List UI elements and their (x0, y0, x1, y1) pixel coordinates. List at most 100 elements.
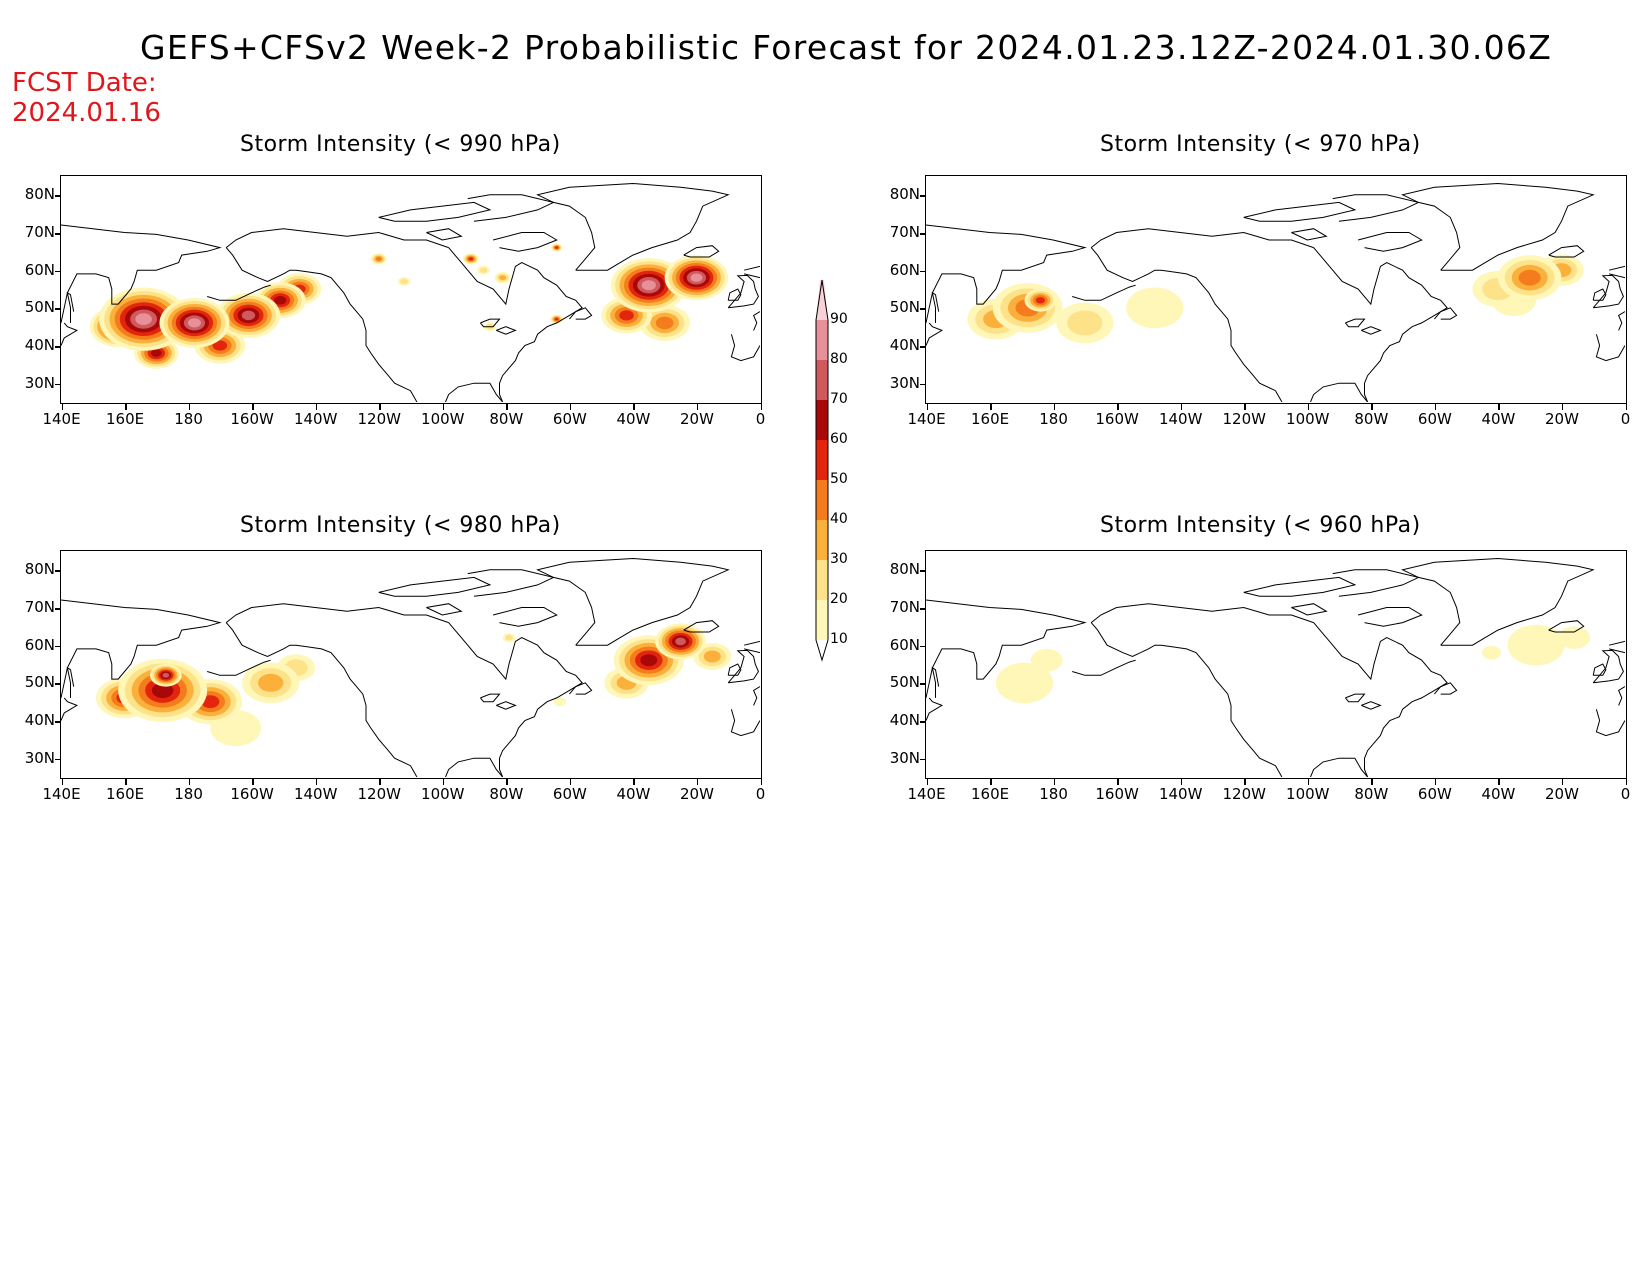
colorbar-label-40: 40 (830, 511, 848, 527)
lon-tick-mark (252, 404, 254, 410)
coastline-5 (1072, 659, 1136, 676)
lon-tick-label: 60W (552, 410, 587, 428)
lon-tick-mark (1244, 779, 1246, 785)
lon-tick-mark (1561, 779, 1564, 785)
lon-tick-label: 140E (907, 410, 946, 428)
lon-tick-label: 180 (1039, 410, 1068, 428)
probability-shade-p980-10-l6 (640, 654, 658, 667)
lat-tick-mark (920, 645, 926, 648)
map-svg-p980 (61, 557, 760, 777)
lon-tick-label: 160E (105, 410, 145, 428)
lon-tick-label: 140E (42, 410, 81, 428)
coastline-0 (61, 224, 222, 324)
coastline-12 (1332, 194, 1421, 222)
lon-tick-mark (1117, 404, 1119, 410)
lat-tick-mark (55, 683, 61, 685)
probability-shade-p980-1-l1 (553, 697, 567, 707)
probability-shade-p970-7-l4 (1518, 269, 1541, 286)
colorbar-outline (815, 279, 829, 662)
colorbar-swatch-4 (816, 480, 828, 520)
lon-tick-mark (1625, 779, 1627, 785)
lon-tick-mark (1244, 404, 1246, 410)
lon-tick-mark (1053, 779, 1056, 785)
lon-tick-mark (188, 404, 191, 410)
coastline-10 (496, 326, 517, 335)
lon-tick-label: 120W (357, 410, 401, 428)
lon-tick-mark (442, 404, 445, 410)
coastline-15 (536, 557, 730, 646)
coastline-2 (66, 291, 75, 323)
lon-tick-mark (990, 779, 992, 785)
colorbar-bottom-wedge (816, 640, 828, 660)
coastline-4 (225, 622, 418, 777)
probability-shade-p960-2-l1 (1507, 624, 1565, 666)
forecast-date-value: 2024.01.16 (12, 98, 161, 128)
lat-tick-mark (55, 195, 61, 197)
map-panel-990 (60, 175, 762, 404)
lat-tick-mark (55, 570, 61, 572)
coastline-11 (1243, 576, 1357, 597)
lat-tick-label: 50N (889, 298, 920, 317)
lon-tick-label: 140W (1158, 785, 1203, 803)
lat-tick-mark (920, 195, 926, 197)
lat-tick-label: 80N (889, 185, 920, 204)
lon-tick-mark (61, 404, 63, 410)
lon-tick-label: 180 (1039, 785, 1068, 803)
lon-tick-label: 40W (616, 410, 651, 428)
colorbar-label-50: 50 (830, 471, 848, 487)
coastline-9 (1345, 318, 1366, 328)
map-panel-960 (925, 550, 1627, 779)
lat-tick-mark (920, 233, 926, 235)
probability-shade-p990-17-l8 (187, 318, 201, 328)
forecast-date-block: FCST Date: 2024.01.16 (12, 68, 161, 128)
lon-tick-label: 0 (1620, 410, 1631, 428)
probability-shade-p990-13-l6 (150, 349, 162, 357)
lat-tick-label: 60N (889, 260, 920, 279)
colorbar-label-80: 80 (830, 351, 848, 367)
lat-tick-mark (920, 683, 926, 685)
lat-tick-label: 50N (889, 673, 920, 692)
lon-tick-label: 180 (174, 410, 203, 428)
lat-tick-label: 70N (889, 223, 920, 241)
coastline-14 (1357, 232, 1423, 252)
lat-tick-label: 30N (889, 748, 920, 767)
lon-tick-label: 100W (1286, 410, 1330, 428)
coastline-9 (480, 693, 501, 703)
map-svg-p970 (926, 182, 1625, 402)
lon-tick-mark (1117, 779, 1119, 785)
lon-tick-mark (1371, 404, 1373, 410)
lon-tick-label: 40W (616, 785, 651, 803)
lat-tick-mark (55, 346, 61, 348)
lat-tick-label: 80N (24, 560, 55, 579)
coastline-1 (926, 697, 944, 721)
coastline-9 (1345, 693, 1366, 703)
colorbar-label-30: 30 (830, 551, 848, 567)
lat-tick-label: 40N (889, 711, 920, 729)
lat-tick-label: 30N (24, 748, 55, 767)
coastline-19 (1595, 334, 1625, 362)
coastline-19 (1595, 709, 1625, 737)
coastline-0 (926, 599, 1087, 699)
coastline-11 (378, 576, 492, 597)
lon-tick-label: 60W (1417, 785, 1452, 803)
panel-title-980: Storm Intensity (< 980 hPa) (240, 513, 561, 538)
lon-tick-mark (1625, 404, 1627, 410)
lon-tick-mark (125, 779, 127, 785)
colorbar-swatch-5 (816, 440, 828, 480)
coastline-22 (1608, 273, 1625, 279)
lat-tick-label: 40N (24, 336, 55, 354)
coastline-3 (1090, 603, 1314, 624)
probability-shade-p980-11-l7 (162, 672, 170, 678)
coastline-20 (752, 311, 760, 331)
coastline-16 (683, 245, 720, 258)
coastline-8 (1434, 307, 1458, 320)
lon-tick-mark (760, 404, 762, 410)
lon-tick-mark (760, 779, 762, 785)
coastline-15 (536, 182, 730, 271)
coastline-14 (492, 232, 558, 252)
coastline-20 (1617, 686, 1625, 706)
lon-tick-mark (1498, 779, 1500, 785)
lon-tick-label: 120W (1222, 785, 1266, 803)
coastline-21 (743, 640, 760, 646)
probability-shade-p990-11-l5 (555, 246, 559, 249)
